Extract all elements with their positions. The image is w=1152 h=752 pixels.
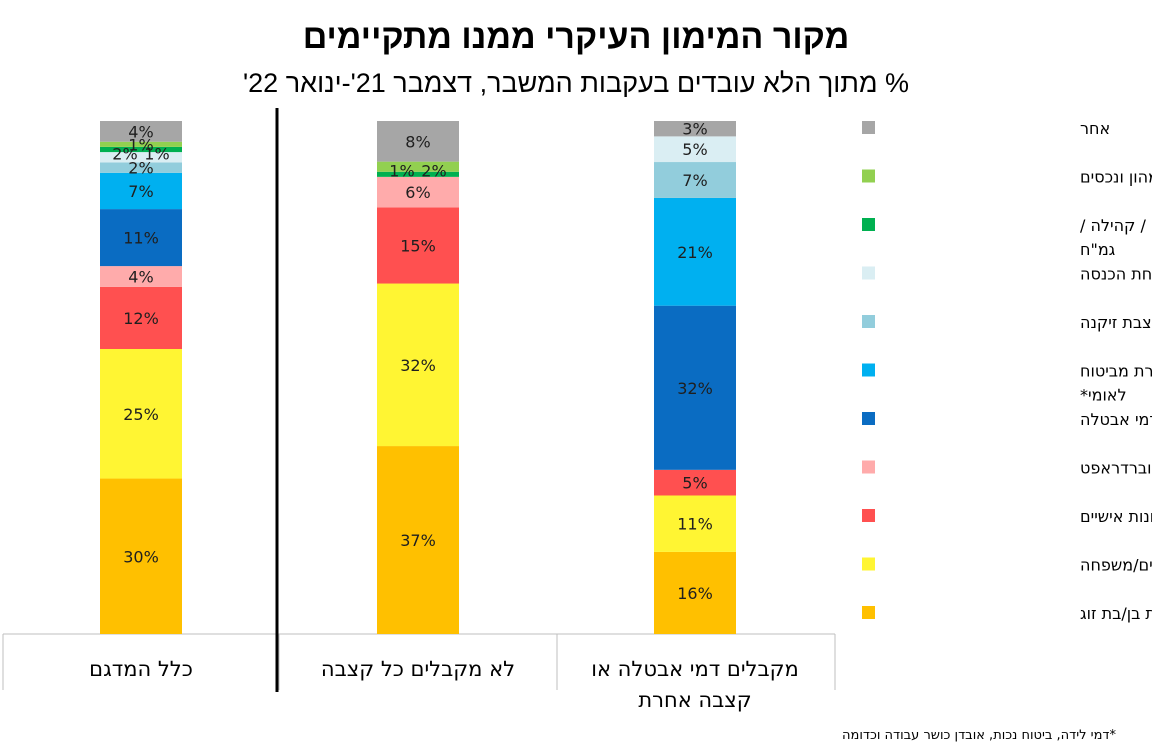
category-label: כלל המדגם — [89, 657, 193, 681]
data-label: 7% — [128, 182, 153, 201]
bar-segment — [654, 469, 736, 496]
data-label: 1% — [128, 135, 153, 154]
legend-label: הבטחת הכנסה — [1080, 265, 1152, 284]
data-label: 3% — [682, 120, 707, 139]
bar-segment — [100, 349, 182, 479]
data-label: 15% — [400, 236, 436, 255]
data-label: 7% — [682, 171, 707, 190]
data-label: 11% — [677, 515, 713, 534]
bar-segment — [100, 286, 182, 349]
legend-label: פנסיה / קצבת זיקנה — [1080, 313, 1152, 332]
bar-segment — [654, 551, 736, 634]
data-label: 2% — [421, 162, 446, 181]
bar-segment — [100, 146, 182, 153]
bar-segment — [377, 207, 459, 284]
bar-segment — [654, 162, 736, 198]
bar-segment — [100, 162, 182, 173]
bar-segment — [377, 446, 459, 634]
bar-segment — [100, 266, 182, 287]
legend-label: דמי אבטלה — [1080, 410, 1152, 429]
data-label: 5% — [682, 140, 707, 159]
data-label: 2% — [128, 159, 153, 178]
data-label: 25% — [123, 405, 159, 424]
legend-label: הכנסות מהון ונכסים — [1080, 168, 1152, 187]
chart-subtitle: % מתוך הלא עובדים בעקבות המשבר, דצמבר 21… — [242, 68, 910, 98]
legend-swatch — [862, 460, 875, 474]
legend-swatch — [862, 606, 875, 619]
bar-segment — [100, 152, 182, 163]
data-label: 2% — [112, 144, 137, 163]
data-label: 16% — [677, 584, 713, 603]
legend-swatch — [862, 412, 875, 425]
legend-swatch — [862, 121, 875, 134]
legend-label: עזרה מההורים/משפחה — [1080, 556, 1152, 575]
legend-label: עזרה מחברים / קהילה / — [1080, 216, 1152, 235]
data-label: 1% — [389, 162, 414, 181]
legend-label: לאומי* — [1080, 386, 1127, 405]
data-label: 32% — [400, 356, 436, 375]
category-label: לא מקבלים כל קצבה — [321, 657, 515, 681]
legend-swatch — [862, 169, 875, 183]
bar-segment — [100, 121, 182, 142]
bar-segment — [654, 495, 736, 552]
legend-swatch — [862, 363, 875, 377]
chart-title: מקור המימון העיקרי ממנו מתקיימים — [302, 18, 850, 56]
category-label: מקבלים דמי אבטלה או — [591, 657, 799, 681]
legend-label: הלוואות / אוברדראפט — [1080, 459, 1152, 478]
bar-segment — [377, 161, 459, 172]
bar-segment — [377, 121, 459, 162]
bar-segment — [654, 305, 736, 470]
bar-segment — [377, 283, 459, 447]
bar-segment — [654, 197, 736, 306]
legend-swatch — [862, 218, 875, 231]
legend-swatch — [862, 557, 875, 571]
bar-segment — [100, 478, 182, 634]
bar-segment — [100, 172, 182, 210]
bar-segment — [100, 209, 182, 267]
bar-segment — [377, 171, 459, 177]
footnote: *דמי לידה, ביטוח נכות, אובדן כושר עבודה … — [842, 728, 1116, 743]
legend-label: קצבה אחרת מביטוח — [1080, 362, 1152, 381]
data-label: 12% — [123, 309, 159, 328]
data-label: 4% — [128, 122, 153, 141]
data-label: 4% — [128, 267, 153, 286]
data-label: 1% — [144, 144, 169, 163]
legend-label: הכנסות בן/בת זוג — [1080, 604, 1152, 623]
data-label: 6% — [405, 183, 430, 202]
legend-label: אחר — [1080, 119, 1110, 138]
data-label: 5% — [682, 474, 707, 493]
data-label: 30% — [123, 547, 159, 566]
data-label: 32% — [677, 379, 713, 398]
bar-segment — [377, 176, 459, 208]
legend-swatch — [862, 315, 875, 328]
bar-segment — [654, 121, 736, 137]
legend-swatch — [862, 509, 875, 522]
data-label: 8% — [405, 132, 430, 151]
data-label: 11% — [123, 229, 159, 248]
legend-label: פתיחת חסכונות אישיים — [1080, 507, 1152, 526]
data-label: 37% — [400, 531, 436, 550]
bar-segment — [100, 141, 182, 147]
legend-label: גמ"ח — [1080, 240, 1116, 259]
data-label: 21% — [677, 243, 713, 262]
category-label: קצבה אחרת — [638, 688, 751, 712]
legend-swatch — [862, 266, 875, 280]
bar-segment — [654, 136, 736, 163]
